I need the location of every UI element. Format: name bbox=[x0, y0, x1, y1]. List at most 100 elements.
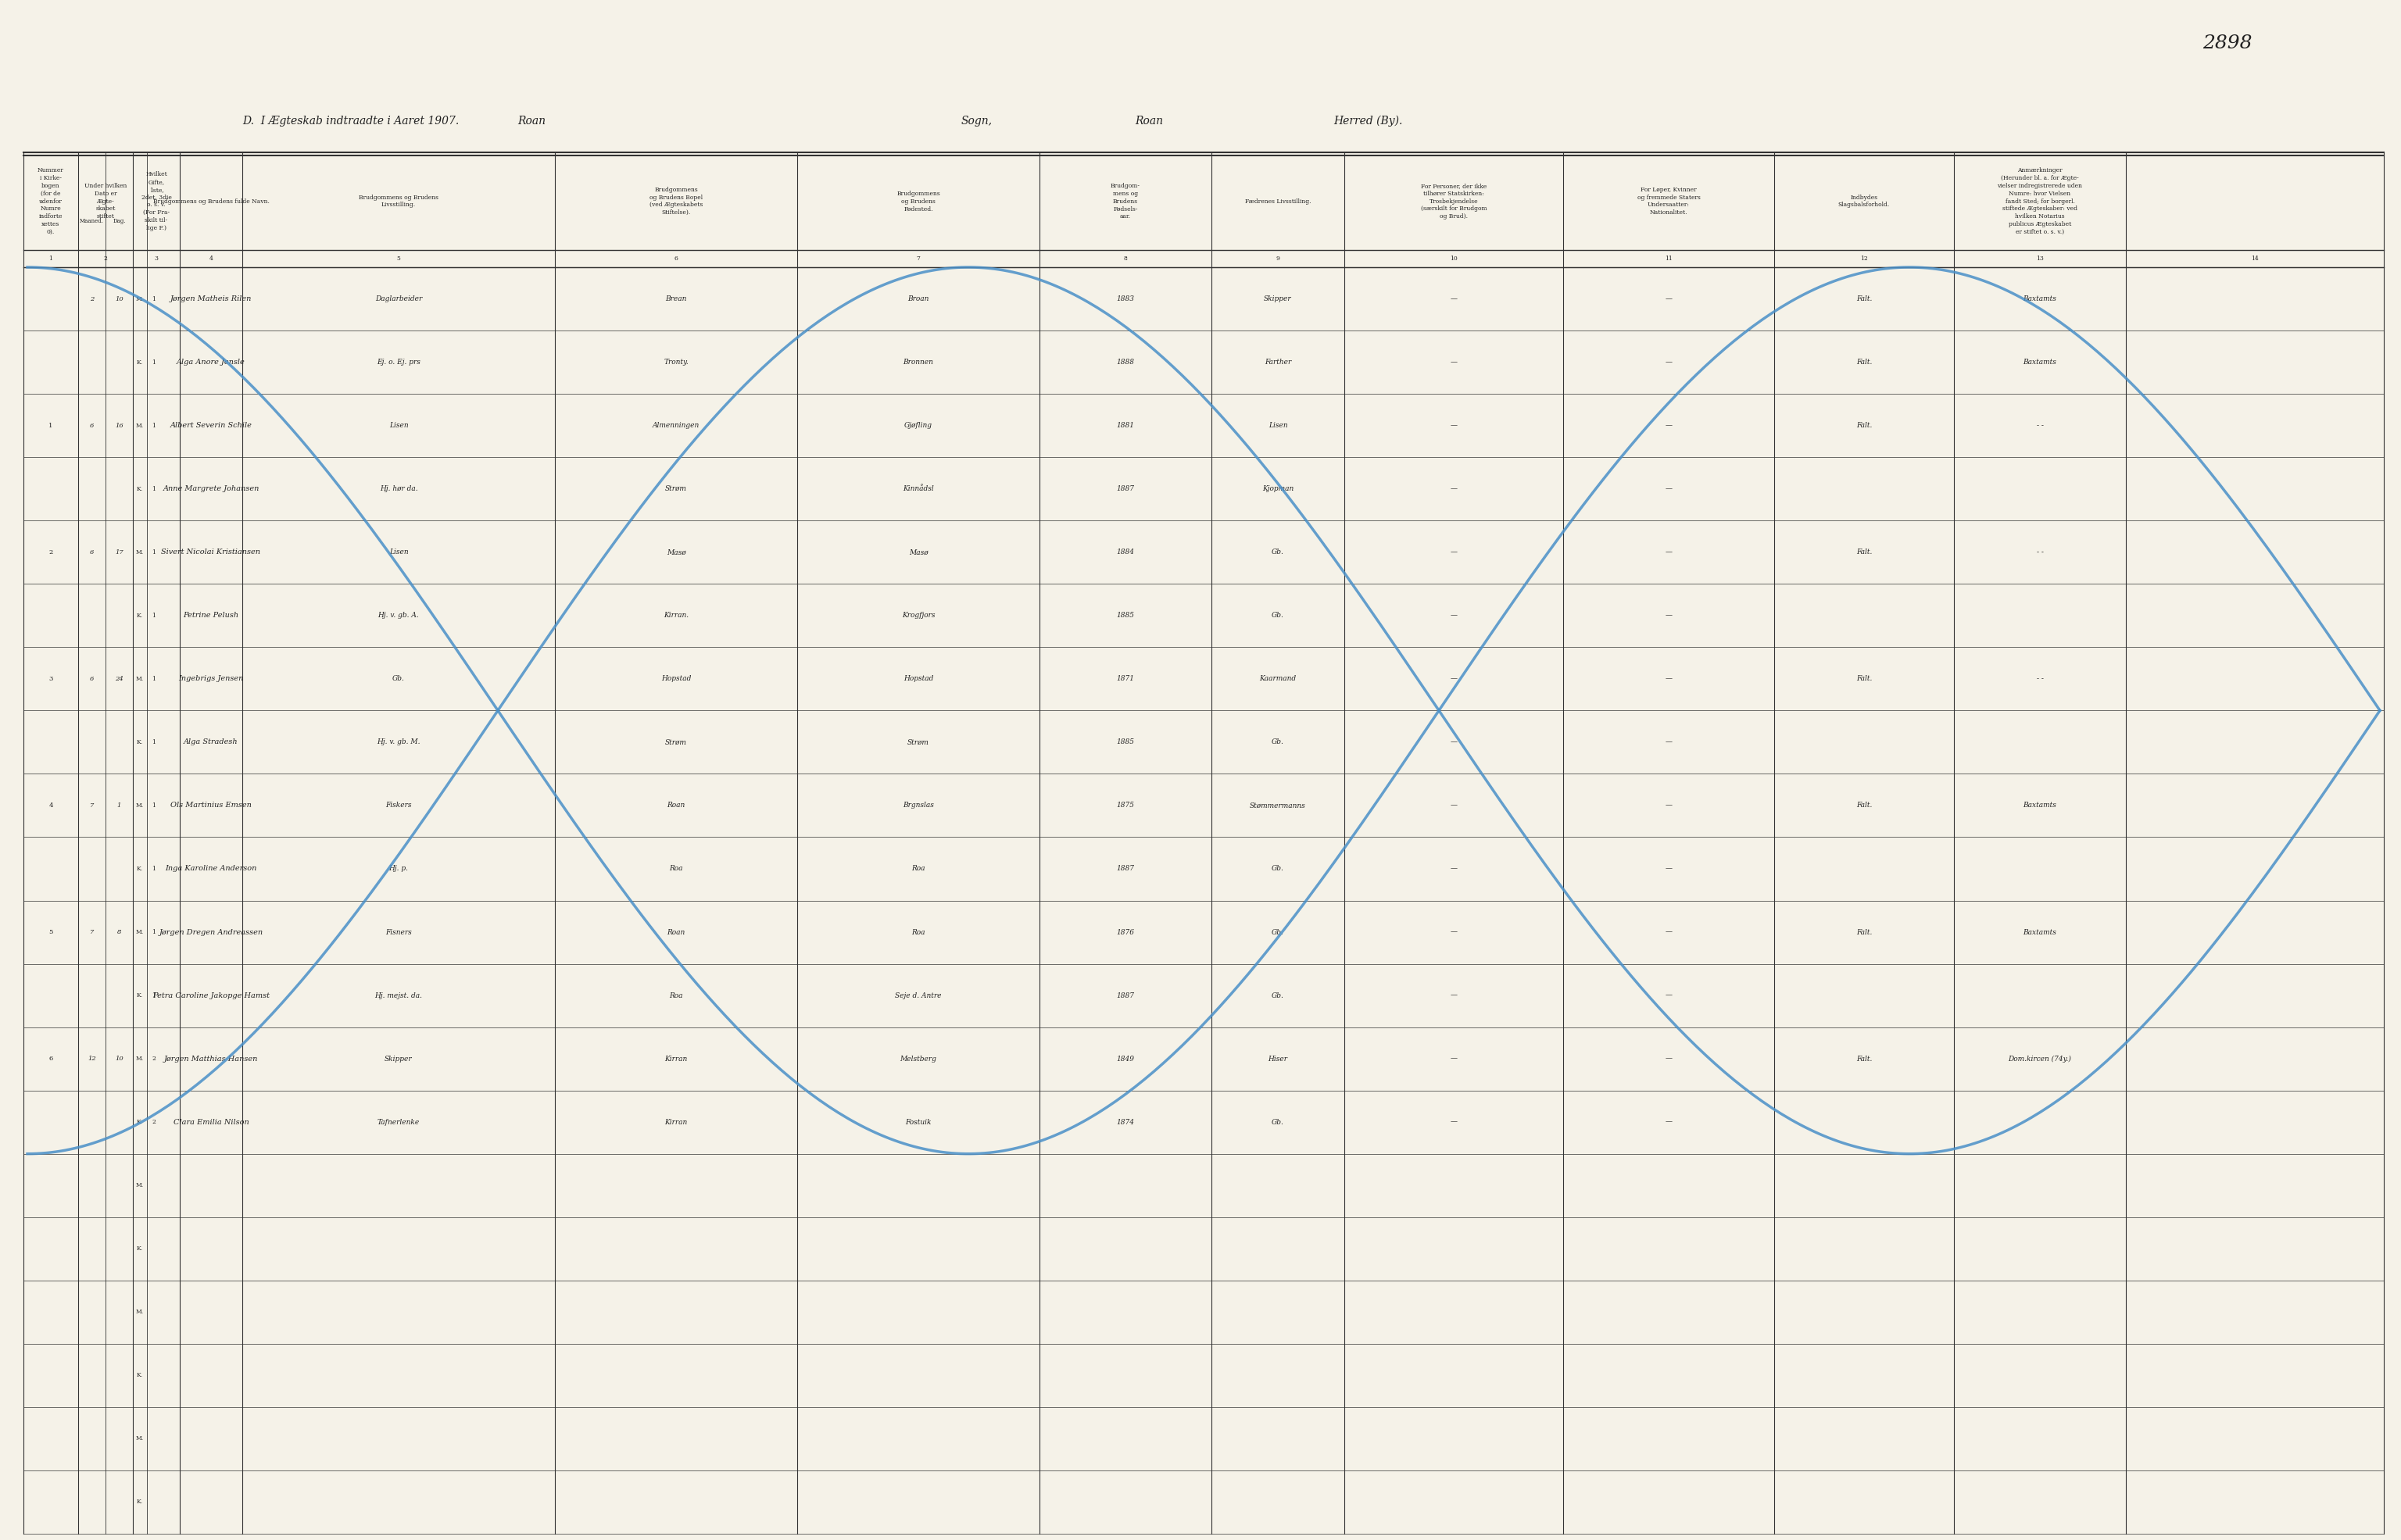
Text: Melstberg: Melstberg bbox=[900, 1055, 936, 1063]
Text: —: — bbox=[1450, 548, 1457, 556]
Text: 1849: 1849 bbox=[1116, 1055, 1133, 1063]
Text: Strøm: Strøm bbox=[665, 739, 687, 745]
Text: —: — bbox=[1450, 485, 1457, 493]
Text: Brgnslas: Brgnslas bbox=[903, 802, 934, 808]
Text: 1874: 1874 bbox=[1116, 1118, 1133, 1126]
Text: Roa: Roa bbox=[670, 865, 682, 872]
Text: 1881: 1881 bbox=[1116, 422, 1133, 430]
Text: Lisen: Lisen bbox=[389, 422, 408, 430]
Text: 1885: 1885 bbox=[1116, 611, 1133, 619]
Text: Hj. p.: Hj. p. bbox=[389, 865, 408, 872]
Text: Gb.: Gb. bbox=[1273, 739, 1285, 745]
Text: Anmærkninger
(Herunder bl. a. for Ægte-
vielser indregistrerede uden
Numre: hvor: Anmærkninger (Herunder bl. a. for Ægte- … bbox=[1998, 168, 2082, 236]
Text: Anne Margrete Johansen: Anne Margrete Johansen bbox=[163, 485, 259, 493]
Text: For Løper, Kvinner
og fremmede Staters
Undersaatter:
Nationalitet.: For Løper, Kvinner og fremmede Staters U… bbox=[1637, 186, 1700, 216]
Text: Kirran: Kirran bbox=[665, 1055, 687, 1063]
Text: Stømmermanns: Stømmermanns bbox=[1251, 802, 1306, 808]
Text: 13: 13 bbox=[2036, 256, 2043, 262]
Text: 1: 1 bbox=[151, 865, 156, 872]
Text: K.: K. bbox=[137, 485, 144, 491]
Text: 4: 4 bbox=[48, 802, 53, 808]
Text: Tafnerlenke: Tafnerlenke bbox=[377, 1118, 420, 1126]
Text: 1: 1 bbox=[151, 739, 156, 745]
Text: Gb.: Gb. bbox=[1273, 548, 1285, 556]
Text: —: — bbox=[1666, 548, 1671, 556]
Text: 10: 10 bbox=[115, 296, 122, 302]
Text: Kaarmand: Kaarmand bbox=[1261, 676, 1297, 682]
Text: Alga Anore Jensle: Alga Anore Jensle bbox=[178, 359, 245, 365]
Text: 1875: 1875 bbox=[1116, 802, 1133, 808]
Text: —: — bbox=[1450, 296, 1457, 302]
Text: —: — bbox=[1450, 611, 1457, 619]
Text: 5: 5 bbox=[396, 256, 401, 262]
Text: Petrine Pelush: Petrine Pelush bbox=[182, 611, 238, 619]
Text: For Personer, der ikke
tilhører Statskirken:
Trosbekjendelse
(særskilt for Brudg: For Personer, der ikke tilhører Statskir… bbox=[1421, 183, 1486, 220]
Text: 6: 6 bbox=[48, 1056, 53, 1063]
Text: —: — bbox=[1666, 485, 1671, 493]
Text: 8: 8 bbox=[118, 929, 122, 935]
Text: K.: K. bbox=[137, 865, 144, 872]
Text: 1: 1 bbox=[151, 802, 156, 808]
Text: Maaned.: Maaned. bbox=[79, 219, 103, 225]
Text: Brudgommens
og Brudens
Fødested.: Brudgommens og Brudens Fødested. bbox=[896, 191, 941, 213]
Text: Daglarbeider: Daglarbeider bbox=[375, 296, 423, 302]
Text: 1: 1 bbox=[151, 485, 156, 491]
Text: K.: K. bbox=[137, 1246, 144, 1252]
Text: M.: M. bbox=[137, 676, 144, 682]
Text: M.: M. bbox=[137, 802, 144, 808]
Text: Kjopman: Kjopman bbox=[1263, 485, 1294, 493]
Text: Farther: Farther bbox=[1265, 359, 1292, 365]
Text: Dom.kircen (74y.): Dom.kircen (74y.) bbox=[2007, 1055, 2072, 1063]
Text: 12: 12 bbox=[86, 1056, 96, 1063]
Text: Skipper: Skipper bbox=[1263, 296, 1292, 302]
Text: 16: 16 bbox=[115, 422, 122, 428]
Text: 1: 1 bbox=[151, 550, 156, 556]
Text: M.: M. bbox=[137, 929, 144, 935]
Text: Clara Emilia Nilson: Clara Emilia Nilson bbox=[173, 1118, 250, 1126]
Text: Roan: Roan bbox=[667, 802, 684, 808]
Text: —: — bbox=[1450, 422, 1457, 430]
Text: Baxtamts: Baxtamts bbox=[2024, 296, 2058, 302]
Text: 7: 7 bbox=[89, 929, 94, 935]
Text: 12: 12 bbox=[1861, 256, 1868, 262]
Text: Baxtamts: Baxtamts bbox=[2024, 929, 2058, 936]
Text: 6: 6 bbox=[675, 256, 677, 262]
Text: Gjøfling: Gjøfling bbox=[905, 422, 932, 430]
Text: 1: 1 bbox=[151, 296, 156, 302]
Text: 3: 3 bbox=[48, 676, 53, 682]
Text: —: — bbox=[1450, 676, 1457, 682]
Text: Strøm: Strøm bbox=[908, 739, 929, 745]
Text: Hvilket
Gifte,
1ste,
2det, 3die
o. s. v.
(For Fra-
skilt til-
lige F.): Hvilket Gifte, 1ste, 2det, 3die o. s. v.… bbox=[142, 171, 170, 231]
Text: 11: 11 bbox=[1664, 256, 1673, 262]
Text: - -: - - bbox=[2036, 676, 2043, 682]
Text: 1885: 1885 bbox=[1116, 739, 1133, 745]
Text: 1887: 1887 bbox=[1116, 992, 1133, 999]
Text: 6: 6 bbox=[89, 550, 94, 556]
Text: 1884: 1884 bbox=[1116, 548, 1133, 556]
Text: Strøm: Strøm bbox=[665, 485, 687, 493]
Text: Masø: Masø bbox=[667, 548, 687, 556]
Text: Herred (By).: Herred (By). bbox=[1333, 115, 1402, 126]
Text: Roan: Roan bbox=[1136, 115, 1162, 126]
Text: K.: K. bbox=[137, 1372, 144, 1378]
Text: 1: 1 bbox=[151, 422, 156, 428]
Text: 10: 10 bbox=[115, 1056, 122, 1063]
Text: —: — bbox=[1450, 929, 1457, 936]
Text: Gb.: Gb. bbox=[1273, 1118, 1285, 1126]
Text: 2: 2 bbox=[151, 1120, 156, 1126]
Text: Kirran.: Kirran. bbox=[663, 611, 689, 619]
Text: M.: M. bbox=[137, 422, 144, 428]
Text: 1: 1 bbox=[151, 929, 156, 935]
Text: 1: 1 bbox=[48, 422, 53, 428]
Text: Lisen: Lisen bbox=[389, 548, 408, 556]
Text: Skipper: Skipper bbox=[384, 1055, 413, 1063]
Text: K.: K. bbox=[137, 739, 144, 745]
Text: 1887: 1887 bbox=[1116, 865, 1133, 872]
Text: Brean: Brean bbox=[665, 296, 687, 302]
Text: 1: 1 bbox=[151, 613, 156, 619]
Text: 2: 2 bbox=[48, 550, 53, 556]
Text: Gb.: Gb. bbox=[391, 676, 406, 682]
Text: Hj. hør da.: Hj. hør da. bbox=[379, 485, 418, 493]
Text: Gb.: Gb. bbox=[1273, 929, 1285, 936]
Text: Roa: Roa bbox=[912, 865, 924, 872]
